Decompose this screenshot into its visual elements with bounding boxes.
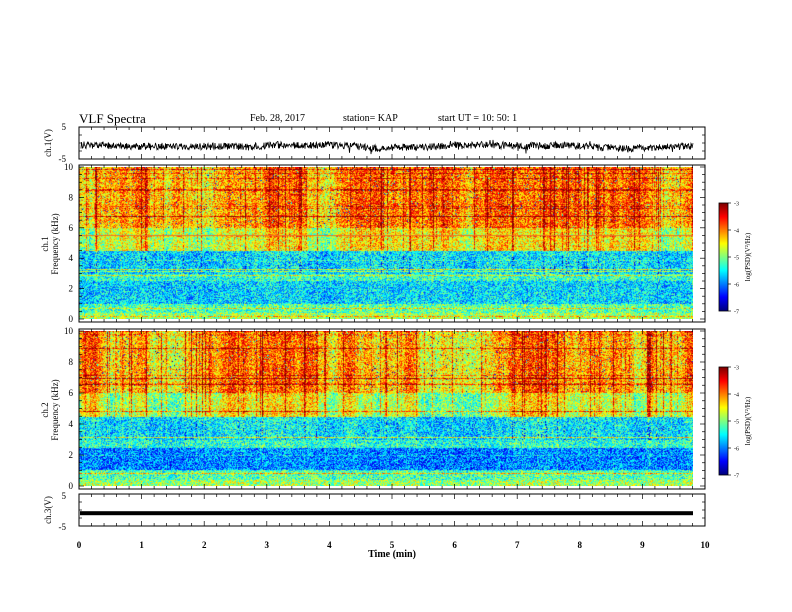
ch2-spectrogram-ylabel-frequency: Frequency (kHz) xyxy=(50,379,60,440)
ch3-ytick-top: 5 xyxy=(62,491,67,501)
time-axis-tick-label: 1 xyxy=(139,540,144,550)
spectrogram-ytick-label: 10 xyxy=(64,162,74,172)
colorbar-tick-label: -6 xyxy=(734,283,739,289)
time-axis-tick-label: 0 xyxy=(77,540,82,550)
ch2-spectrogram-image xyxy=(79,331,693,486)
ch2-colorbar-label: log(PSD)(V²/Hz) xyxy=(744,396,752,445)
colorbar-tick-label: -5 xyxy=(734,256,739,262)
ch1-spectrogram-image xyxy=(79,167,693,319)
station-label: station= KAP xyxy=(343,113,398,124)
colorbar-tick-label: -4 xyxy=(734,229,739,235)
time-axis-tick-label: 8 xyxy=(578,540,583,550)
start-time-label: start UT = 10: 50: 1 xyxy=(438,113,518,124)
spectrogram-ytick-label: 2 xyxy=(69,284,74,294)
time-axis-tick-label: 10 xyxy=(701,540,711,550)
time-axis-tick-label: 9 xyxy=(640,540,645,550)
time-axis-tick-label: 2 xyxy=(202,540,207,550)
time-axis-tick-label: 7 xyxy=(515,540,520,550)
ch1-spectrogram-ylabel-channel: ch.1 xyxy=(40,236,50,251)
time-axis-tick-label: 5 xyxy=(390,540,395,550)
ch1-spectrogram-panel: ch.1 Frequency (kHz) 0 2 4 6 8 10 xyxy=(40,162,706,324)
ch3-waveform-ylabel: ch.3(V) xyxy=(43,496,53,524)
spectrogram-ytick-label: 8 xyxy=(69,192,74,202)
colorbar-tick-label: -7 xyxy=(734,310,739,316)
ch3-waveform-panel: 5 -5 ch.3(V) xyxy=(43,491,706,532)
colorbar-tick-label: -6 xyxy=(734,447,739,453)
ch2-colorbar: -3 -4 -5 -6 -7 log(PSD)(V²/Hz) xyxy=(718,366,752,480)
ch2-spectrogram-ylabel-channel: ch.2 xyxy=(40,402,50,417)
ch1-colorbar: -3 -4 -5 -6 -7 log(PSD)(V²/Hz) xyxy=(718,202,752,316)
ch1-waveform-panel: 5 -5 ch.1(V) xyxy=(43,122,706,164)
time-axis-tick-label: 6 xyxy=(452,540,457,550)
spectrogram-ytick-label: 6 xyxy=(69,388,74,398)
spectrogram-ytick-label: 10 xyxy=(64,326,74,336)
ch1-colorbar-image xyxy=(719,203,728,311)
spectrogram-ytick-label: 8 xyxy=(69,357,74,367)
spectrogram-ytick-label: 0 xyxy=(69,481,74,491)
observation-date: Feb. 28, 2017 xyxy=(250,113,305,124)
figure-title: VLF Spectra xyxy=(79,111,146,126)
spectrogram-ytick-label: 4 xyxy=(69,419,74,429)
ch1-ytick-bottom: -5 xyxy=(59,154,67,164)
time-axis-label: Time (min) xyxy=(368,549,416,560)
spectrogram-ytick-label: 0 xyxy=(69,314,74,324)
colorbar-tick-label: -3 xyxy=(734,202,739,208)
colorbar-tick-label: -3 xyxy=(734,366,739,372)
ch1-waveform-trace xyxy=(80,139,694,155)
spectrogram-ytick-label: 4 xyxy=(69,253,74,263)
ch1-colorbar-label: log(PSD)(V²/Hz) xyxy=(744,232,752,281)
time-axis: 0 1 2 3 4 5 6 7 8 9 10 xyxy=(77,540,710,550)
ch2-colorbar-image xyxy=(719,367,728,475)
ch1-ytick-top: 5 xyxy=(62,122,67,132)
time-axis-tick-label: 4 xyxy=(327,540,332,550)
ch2-spectrogram-panel: ch.2 Frequency (kHz) 0 2 4 6 8 10 xyxy=(40,326,706,491)
spectrogram-ytick-label: 6 xyxy=(69,223,74,233)
ch1-spectrogram-ylabel-frequency: Frequency (kHz) xyxy=(50,213,60,274)
spectrogram-ytick-label: 2 xyxy=(69,450,74,460)
colorbar-tick-label: -7 xyxy=(734,474,739,480)
time-axis-tick-label: 3 xyxy=(265,540,270,550)
ch3-waveform-trace xyxy=(80,511,693,516)
colorbar-tick-label: -4 xyxy=(734,393,739,399)
ch1-waveform-ylabel: ch.1(V) xyxy=(43,129,53,157)
colorbar-tick-label: -5 xyxy=(734,420,739,426)
ch3-ytick-bottom: -5 xyxy=(59,522,67,532)
